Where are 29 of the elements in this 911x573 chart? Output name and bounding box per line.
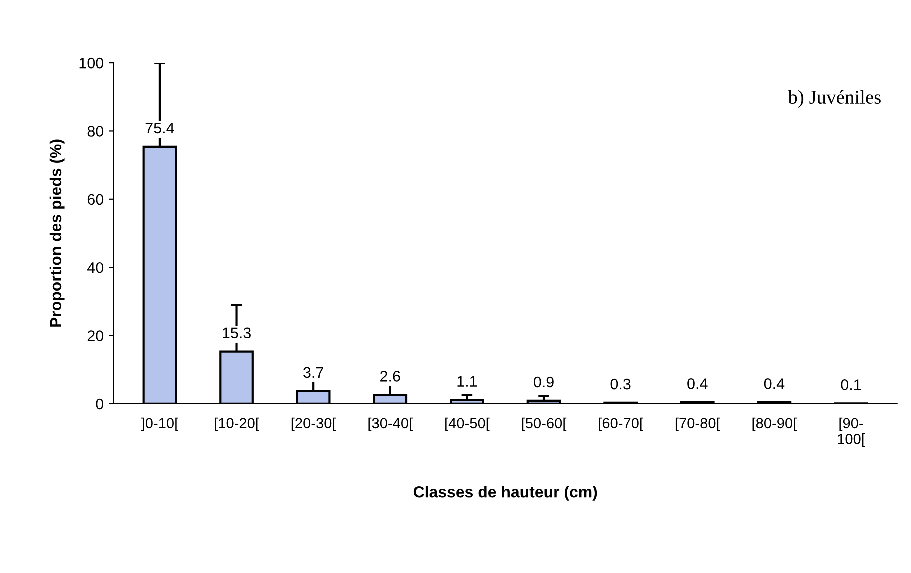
x-tick-label: [30-40[: [368, 418, 413, 432]
data-label: 0.9: [534, 376, 554, 388]
x-tick-label: ]0-10[: [141, 418, 178, 432]
data-label: 2.6: [380, 371, 400, 382]
y-tick-label: 20: [88, 330, 104, 342]
x-tick-label: [10-20[: [215, 418, 260, 432]
data-label: 1.1: [458, 376, 478, 387]
x-tick-label: [20-30[: [292, 418, 336, 432]
x-tick-label: [70-80[: [676, 418, 720, 432]
y-tick-label: 0: [96, 398, 104, 410]
y-axis-title: Proportion des pieds (%): [50, 140, 65, 327]
x-tick-label: [60-70[: [599, 418, 644, 432]
data-label: 0.4: [688, 378, 708, 390]
data-label: 15.3: [223, 328, 251, 339]
y-tick-label: 60: [88, 194, 104, 206]
y-tick-label: 80: [88, 126, 104, 137]
data-label: 0.1: [841, 380, 862, 390]
y-tick-label: 40: [88, 262, 104, 274]
x-tick-label: [90- 100[: [838, 418, 866, 448]
x-tick-label: [40-50[: [446, 418, 490, 432]
data-label: 3.7: [304, 367, 324, 378]
data-label: 75.4: [146, 122, 174, 134]
y-tick-label: 100: [80, 58, 104, 69]
data-label: 0.4: [764, 378, 785, 390]
x-tick-label: [50-60[: [522, 418, 567, 432]
text: b) Juvéniles: [788, 90, 881, 108]
x-tick-label: [80-90[: [752, 418, 798, 432]
data-label: 0.3: [610, 378, 631, 390]
x-axis-title: Classes de hauteur (cm): [414, 486, 598, 501]
